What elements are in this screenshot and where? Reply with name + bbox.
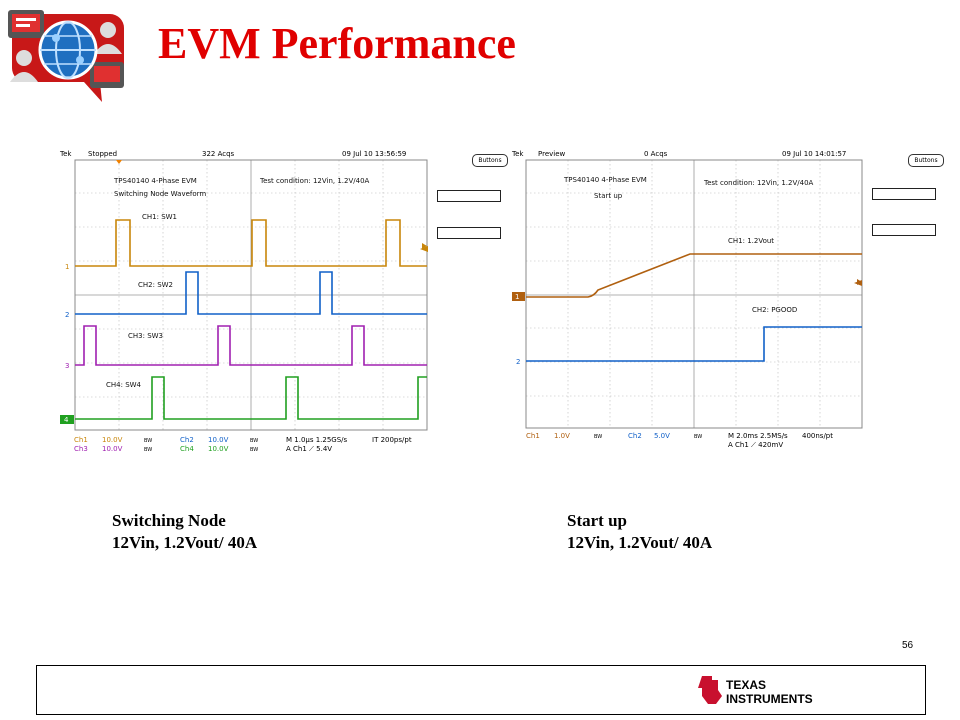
ch2-scale: 5.0V (654, 432, 670, 440)
side-arrow-icon (854, 280, 862, 286)
timebase-readout: M 1.0µs 1.25GS/s (286, 436, 348, 444)
ti-brand-line1: TEXAS (726, 678, 766, 692)
scope-note-line1: TPS40140 4-Phase EVM (563, 176, 647, 184)
slide-title: EVM Performance (158, 19, 516, 68)
ch2-ground-marker: 2 (516, 358, 520, 366)
ch2-label: CH2: PGOOD (752, 306, 797, 314)
scope-side-field-2 (872, 224, 936, 236)
trigger-readout: A Ch1 ⟋ 420mV (728, 441, 783, 449)
scope-buttons-tab[interactable]: Buttons (472, 154, 508, 167)
ch3-ground-marker: 3 (65, 362, 69, 370)
page-number: 56 (902, 640, 914, 651)
scope-test-condition: Test condition: 12Vin, 1.2V/40A (259, 177, 370, 185)
scope-acqs: 0 Acqs (644, 150, 668, 158)
texas-instruments-logo: TEXAS INSTRUMENTS (698, 676, 813, 706)
scope-note-line2: Start up (594, 192, 623, 200)
ch1-bw: BW (144, 438, 152, 444)
right-caption: Start up 12Vin, 1.2Vout/ 40A (567, 510, 712, 554)
ch4-trace (75, 376, 427, 420)
scope-state: Preview (538, 150, 566, 158)
ch4-readout: Ch4 (180, 445, 194, 453)
scope-test-condition: Test condition: 12Vin, 1.2V/40A (703, 179, 814, 187)
scope-acqs: 322 Acqs (202, 150, 235, 158)
ch1-bw: BW (594, 434, 602, 440)
left-caption-line2: 12Vin, 1.2Vout/ 40A (112, 533, 258, 552)
resolution-readout: IT 200ps/pt (372, 436, 412, 444)
ch2-trace (75, 271, 427, 315)
ch2-ground-marker: 2 (65, 311, 69, 319)
trigger-readout: A Ch1 ⟋ 5.4V (286, 445, 332, 453)
scope-datetime: 09 Jul 10 14:01:57 (782, 150, 846, 158)
scope-buttons-tab[interactable]: Buttons (908, 154, 944, 167)
network-people-logo (8, 10, 124, 102)
scope-screenshot-start-up: 1 2 Tek Preview 0 Acqs 09 Jul 10 14:01:5… (510, 146, 866, 456)
ch1-label: CH1: SW1 (142, 213, 177, 221)
ch1-ground-marker: 1 (515, 293, 519, 301)
ch2-bw: BW (250, 438, 258, 444)
ch4-label: CH4: SW4 (106, 381, 142, 389)
ch1-ground-marker: 1 (65, 263, 69, 271)
ti-brand-line2: INSTRUMENTS (726, 692, 813, 706)
ch1-scale: 1.0V (554, 432, 570, 440)
scope-side-field-1 (872, 188, 936, 200)
ch1-readout: Ch1 (526, 432, 540, 440)
ch2-label: CH2: SW2 (138, 281, 173, 289)
ch1-vout-trace (526, 253, 862, 298)
ch1-trace (75, 219, 427, 267)
scope-note-line1: TPS40140 4-Phase EVM (113, 177, 197, 185)
ch2-pgood-trace (526, 326, 862, 362)
slide-footer (36, 665, 926, 715)
side-arrow-icon (420, 246, 428, 252)
left-caption-line1: Switching Node (112, 511, 226, 530)
ch1-readout: Ch1 (74, 436, 88, 444)
scope-screenshot-switching-node: 1 2 3 4 Tek Stopped 322 Acqs 09 Jul 10 1… (52, 146, 432, 468)
left-caption: Switching Node 12Vin, 1.2Vout/ 40A (112, 510, 257, 554)
ch3-trace (75, 325, 427, 366)
scope-side-field-1 (437, 190, 501, 202)
ch2-readout: Ch2 (180, 436, 194, 444)
ch2-readout: Ch2 (628, 432, 642, 440)
resolution-readout: 400ns/pt (802, 432, 833, 440)
ch3-readout: Ch3 (74, 445, 88, 453)
scope-brand: Tek (511, 150, 524, 158)
scope-brand: Tek (59, 150, 72, 158)
ch3-scale: 10.0V (102, 445, 123, 453)
right-caption-line1: Start up (567, 511, 627, 530)
right-caption-line2: 12Vin, 1.2Vout/ 40A (567, 533, 713, 552)
scope-side-field-2 (437, 227, 501, 239)
scope-state: Stopped (88, 150, 117, 158)
ch1-label: CH1: 1.2Vout (728, 237, 774, 245)
ch4-ground-marker: 4 (64, 416, 69, 424)
ch2-scale: 10.0V (208, 436, 229, 444)
ch4-bw: BW (250, 447, 258, 453)
ch4-scale: 10.0V (208, 445, 229, 453)
ch3-bw: BW (144, 447, 152, 453)
scope-datetime: 09 Jul 10 13:56:59 (342, 150, 406, 158)
ch3-label: CH3: SW3 (128, 332, 163, 340)
timebase-readout: M 2.0ms 2.5MS/s (728, 432, 788, 440)
scope-note-line2: Switching Node Waveform (114, 190, 206, 198)
ch2-bw: BW (694, 434, 702, 440)
ch1-scale: 10.0V (102, 436, 123, 444)
